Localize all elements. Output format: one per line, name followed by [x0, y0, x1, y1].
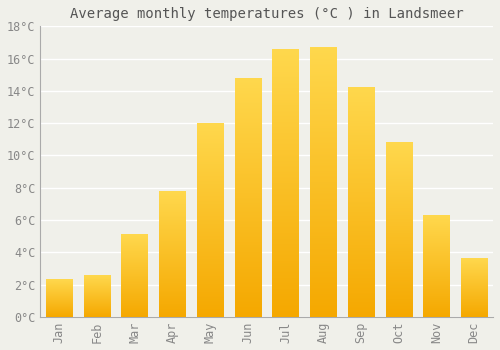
Bar [386, 142, 412, 317]
Bar [272, 49, 299, 317]
Bar [424, 215, 450, 317]
Title: Average monthly temperatures (°C ) in Landsmeer: Average monthly temperatures (°C ) in La… [70, 7, 464, 21]
Bar [122, 234, 148, 317]
Bar [46, 280, 72, 317]
Bar [84, 275, 110, 317]
Bar [234, 78, 261, 317]
Bar [310, 47, 336, 317]
Bar [159, 191, 186, 317]
Bar [197, 123, 224, 317]
Bar [348, 88, 374, 317]
Bar [461, 259, 487, 317]
